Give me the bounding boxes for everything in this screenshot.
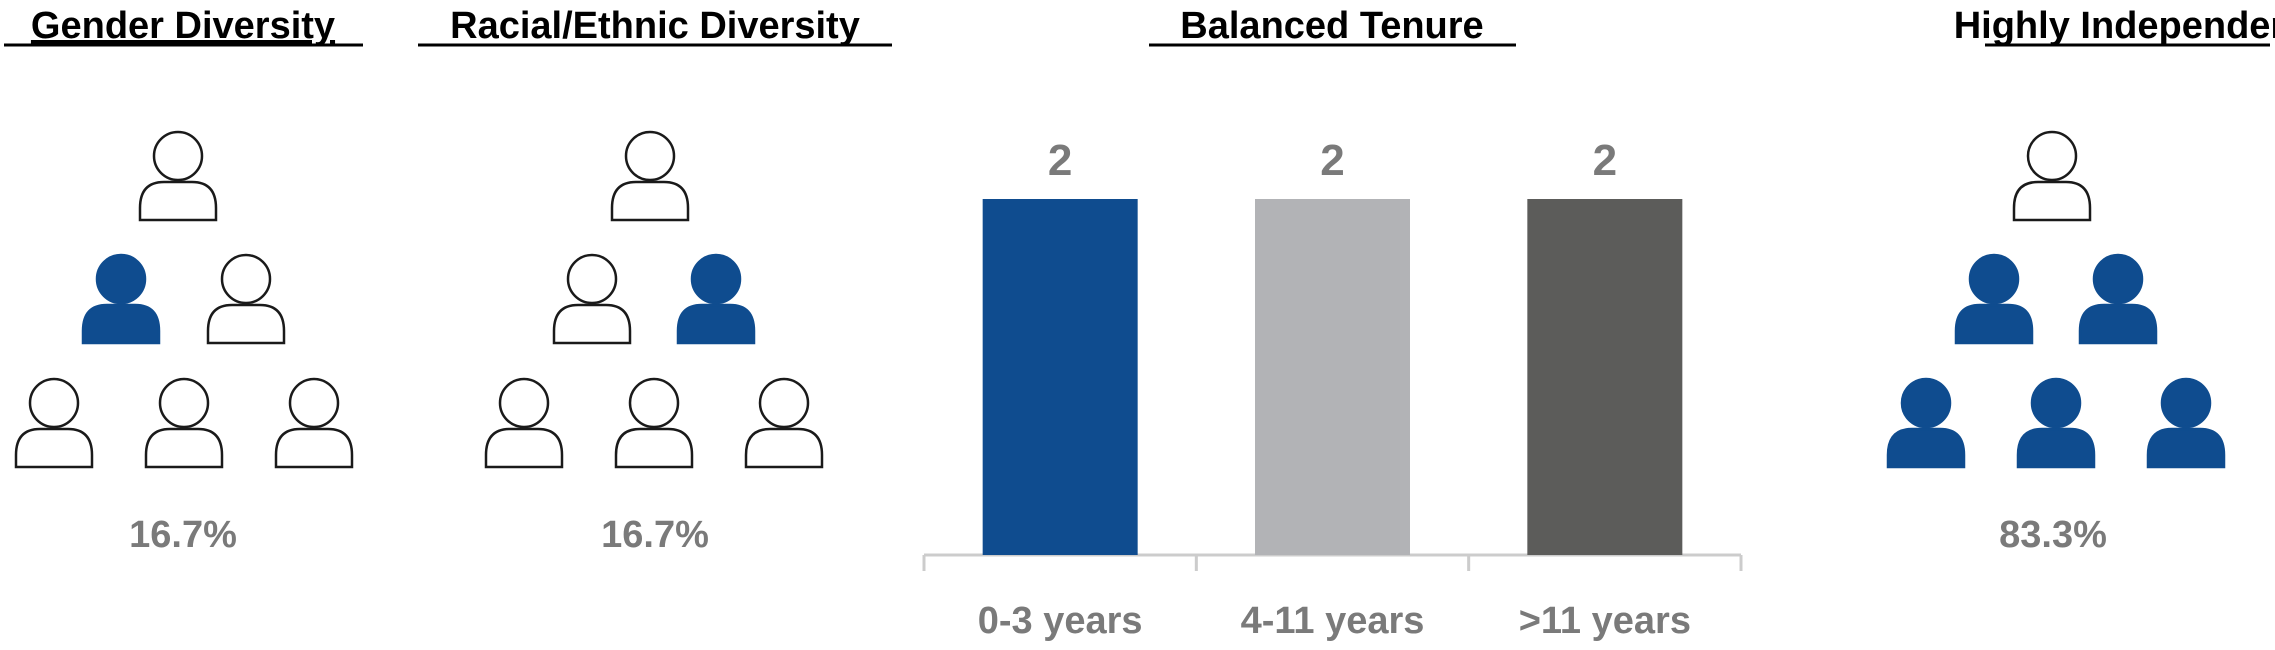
person-icon-outline xyxy=(14,377,94,469)
racial-diversity-percentage: 16.7% xyxy=(601,514,709,556)
person-icon-filled xyxy=(2078,253,2158,345)
person-body-shape xyxy=(2078,303,2158,345)
independence-percentage: 83.3% xyxy=(1999,514,2107,556)
person-body-shape xyxy=(138,180,218,222)
person-body-shape xyxy=(484,427,564,469)
person-head-shape xyxy=(2092,253,2144,305)
racial-diversity-title: Racial/Ethnic Diversity xyxy=(450,5,860,47)
independence-icon-grid xyxy=(1886,130,2226,469)
person-head-shape xyxy=(628,377,680,429)
person-icon-outline xyxy=(484,377,564,469)
person-head-shape xyxy=(95,253,147,305)
person-icon-outline xyxy=(744,377,824,469)
person-head-shape xyxy=(2160,377,2212,429)
person-body-shape xyxy=(614,427,694,469)
x-tick-label: 0-3 years xyxy=(978,600,1143,642)
person-icon-filled xyxy=(2146,377,2226,469)
bar-data-label: 2 xyxy=(1593,136,1617,185)
bar-data-label: 2 xyxy=(1048,136,1072,185)
person-icon-filled xyxy=(2016,377,2096,469)
person-icon-filled xyxy=(1886,377,1966,469)
person-head-shape xyxy=(1900,377,1952,429)
tenure-bar xyxy=(1255,199,1410,555)
person-icon-filled xyxy=(1954,253,2034,345)
tenure-bar-chart: 2 0-3 years 2 4-11 years 2 >11 years xyxy=(922,136,1743,642)
person-body-shape xyxy=(206,303,286,345)
person-body-shape xyxy=(14,427,94,469)
person-head-shape xyxy=(1968,253,2020,305)
x-tick-label: 4-11 years xyxy=(1241,600,1425,642)
person-icon-outline xyxy=(206,253,286,345)
person-body-shape xyxy=(1886,427,1966,469)
person-head-shape xyxy=(624,130,676,182)
tenure-bar xyxy=(1527,199,1683,555)
person-head-shape xyxy=(152,130,204,182)
person-body-shape xyxy=(2016,427,2096,469)
gender-diversity-title: Gender Diversity xyxy=(31,5,335,47)
person-head-shape xyxy=(690,253,742,305)
x-tick-label: >11 years xyxy=(1519,600,1691,642)
person-icon-outline xyxy=(2012,130,2092,222)
person-body-shape xyxy=(144,427,224,469)
person-head-shape xyxy=(566,253,618,305)
person-head-shape xyxy=(2030,377,2082,429)
independence-title: Highly Independent xyxy=(1954,5,2275,47)
person-icon-outline xyxy=(610,130,690,222)
person-body-shape xyxy=(552,303,632,345)
person-body-shape xyxy=(2146,427,2226,469)
tenure-chart-title: Balanced Tenure xyxy=(1180,5,1483,47)
person-body-shape xyxy=(274,427,354,469)
gender-diversity-percentage: 16.7% xyxy=(129,514,237,556)
person-head-shape xyxy=(2026,130,2078,182)
person-body-shape xyxy=(676,303,756,345)
person-head-shape xyxy=(288,377,340,429)
person-icon-outline xyxy=(144,377,224,469)
person-head-shape xyxy=(498,377,550,429)
gender-diversity-icon-grid xyxy=(14,130,354,469)
racial-diversity-icon-grid xyxy=(484,130,824,469)
person-icon-filled xyxy=(676,253,756,345)
person-icon-outline xyxy=(274,377,354,469)
person-body-shape xyxy=(610,180,690,222)
person-head-shape xyxy=(28,377,80,429)
person-body-shape xyxy=(1954,303,2034,345)
person-icon-outline xyxy=(552,253,632,345)
person-body-shape xyxy=(81,303,161,345)
person-icon-outline xyxy=(138,130,218,222)
person-body-shape xyxy=(744,427,824,469)
person-head-shape xyxy=(220,253,272,305)
person-icon-filled xyxy=(81,253,161,345)
person-head-shape xyxy=(758,377,810,429)
person-icon-outline xyxy=(614,377,694,469)
tenure-bar xyxy=(982,199,1138,555)
person-head-shape xyxy=(158,377,210,429)
bar-data-label: 2 xyxy=(1320,136,1344,185)
person-body-shape xyxy=(2012,180,2092,222)
